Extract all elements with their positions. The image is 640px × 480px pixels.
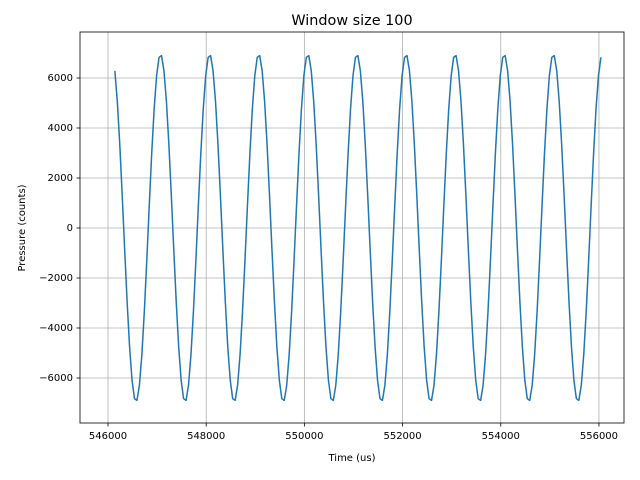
ticks: 546000 548000 550000 552000 554000 556000 −600… (39, 73, 618, 442)
x-tick-label: 552000 (383, 431, 421, 442)
y-tick-label: 4000 (48, 123, 73, 134)
y-tick-label: 0 (67, 223, 73, 234)
x-axis-label: Time (us) (327, 453, 375, 464)
y-tick-label: −6000 (39, 373, 73, 384)
y-tick-label: −4000 (39, 323, 73, 334)
y-axis-label: Pressure (counts) (17, 184, 28, 271)
y-tick-label: −2000 (39, 273, 73, 284)
y-tick-label: 2000 (48, 173, 73, 184)
data-line (114, 54, 602, 402)
x-tick-label: 548000 (187, 431, 225, 442)
x-tick-label: 554000 (482, 431, 520, 442)
plot (114, 54, 602, 402)
chart-title: Window size 100 (291, 13, 412, 29)
grid (80, 32, 624, 423)
axes-frame (79, 31, 625, 424)
x-tick-label: 556000 (580, 431, 618, 442)
y-tick-label: 6000 (48, 73, 73, 84)
x-tick-label: 546000 (89, 431, 127, 442)
x-tick-label: 550000 (285, 431, 323, 442)
